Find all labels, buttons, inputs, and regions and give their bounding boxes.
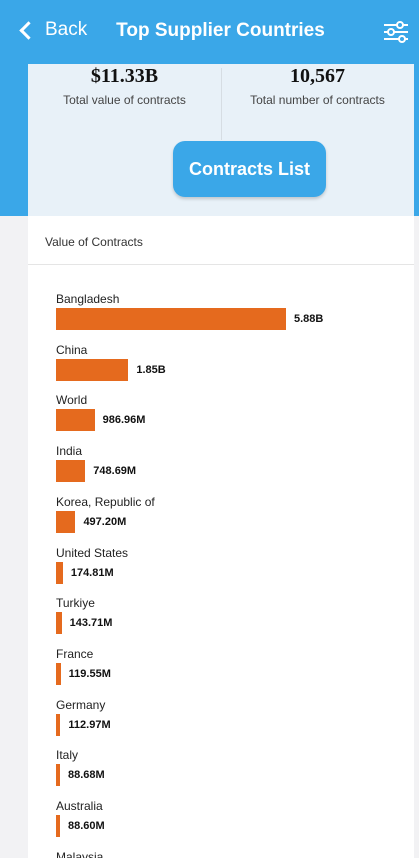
bar-wrap: 497.20M bbox=[56, 510, 155, 533]
bar-row: Australia 88.60M bbox=[56, 799, 105, 839]
bar-value-label: 143.71M bbox=[69, 617, 113, 630]
page-title: Top Supplier Countries bbox=[116, 20, 325, 41]
total-number-stat: 10,567 Total number of contracts bbox=[221, 64, 414, 108]
bar bbox=[56, 358, 129, 381]
bar bbox=[56, 308, 286, 330]
bar-category-label: France bbox=[56, 646, 94, 661]
value-of-contracts-panel: Value of Contracts Bangladesh 5.88B China 1… bbox=[28, 216, 414, 858]
bar-row: World 986.96M bbox=[56, 393, 145, 433]
right-edge bbox=[414, 216, 419, 858]
bar-category-label: Turkiye bbox=[56, 596, 95, 611]
bar-category-label: Italy bbox=[56, 748, 79, 763]
bar-value-label: 88.68M bbox=[68, 769, 105, 782]
total-value-stat: $11.33B Total value of contracts bbox=[28, 64, 221, 108]
bar-value-label: 88.60M bbox=[68, 820, 105, 832]
bar-wrap: 174.81M bbox=[56, 561, 128, 584]
bar-row: Bangladesh 5.88B bbox=[56, 292, 323, 332]
bar bbox=[56, 561, 63, 584]
bar-row: France 119.55M bbox=[56, 647, 111, 687]
bar-wrap: 986.96M bbox=[56, 409, 146, 432]
bar-value-label: 5.88B bbox=[294, 313, 324, 325]
bar-value-label: 497.20M bbox=[83, 515, 127, 528]
total-number-label: Total number of contracts bbox=[250, 93, 385, 107]
bar-value-label: 1.85B bbox=[136, 363, 166, 376]
bar-category-label: World bbox=[56, 393, 88, 408]
bar-wrap: 88.60M bbox=[56, 815, 105, 837]
bar-row: China 1.85B bbox=[56, 343, 166, 383]
bar-row: Italy 88.68M bbox=[56, 748, 105, 788]
bar-wrap: 5.88B bbox=[56, 308, 323, 330]
bar-wrap: 112.97M bbox=[56, 713, 111, 736]
bar-wrap: 748.69M bbox=[56, 460, 137, 483]
bar bbox=[56, 662, 61, 685]
app-header: Back Top Supplier Countries bbox=[0, 0, 419, 64]
bar-category-label: Malaysia bbox=[56, 849, 104, 858]
bar-row: Germany 112.97M bbox=[56, 698, 111, 738]
bar-value-label: 112.97M bbox=[68, 718, 111, 731]
bar bbox=[56, 815, 60, 837]
bar-category-label: United States bbox=[56, 545, 129, 560]
bar-category-label: Australia bbox=[56, 799, 103, 813]
bar-row: Korea, Republic of 497.20M bbox=[56, 495, 155, 535]
bar-value-label: 986.96M bbox=[102, 414, 146, 427]
stat-divider bbox=[221, 68, 222, 140]
back-button[interactable]: Back bbox=[16, 19, 87, 41]
filter-sliders-icon[interactable] bbox=[383, 20, 409, 44]
bar-value-label: 748.69M bbox=[93, 465, 137, 478]
bar-wrap: 119.55M bbox=[56, 662, 111, 685]
panel-divider bbox=[28, 264, 414, 265]
bar-category-label: Korea, Republic of bbox=[56, 494, 155, 509]
bar-category-label: Germany bbox=[56, 697, 106, 712]
bar bbox=[56, 460, 86, 483]
bar bbox=[56, 764, 60, 787]
bar-row: Turkiye 143.71M bbox=[56, 596, 112, 636]
contracts-list-button[interactable]: Contracts List bbox=[173, 141, 326, 197]
panel-title: Value of Contracts bbox=[45, 235, 143, 249]
bar-value-label: 174.81M bbox=[70, 566, 114, 579]
bar-value-label: 119.55M bbox=[68, 667, 111, 680]
bar bbox=[56, 409, 95, 432]
bar-row: India 748.69M bbox=[56, 444, 136, 484]
bar-row: Malaysia bbox=[56, 850, 103, 858]
bar-wrap: 88.68M bbox=[56, 764, 105, 787]
total-value-label: Total value of contracts bbox=[63, 93, 186, 107]
total-value: $11.33B bbox=[90, 65, 159, 87]
bar-wrap: 143.71M bbox=[56, 612, 113, 635]
total-number: 10,567 bbox=[290, 65, 345, 87]
bar bbox=[56, 612, 62, 635]
bar-row: United States 174.81M bbox=[56, 546, 128, 586]
bar-category-label: India bbox=[56, 444, 83, 459]
bar bbox=[56, 713, 61, 736]
bar-category-label: Bangladesh bbox=[56, 292, 120, 306]
bar-wrap: 1.85B bbox=[56, 358, 166, 381]
bar-category-label: China bbox=[56, 342, 88, 357]
back-label: Back bbox=[45, 19, 88, 40]
summary-band: $11.33B Total value of contracts 10,567 … bbox=[0, 64, 419, 216]
summary-card: $11.33B Total value of contracts 10,567 … bbox=[28, 64, 414, 216]
bar bbox=[56, 510, 76, 533]
